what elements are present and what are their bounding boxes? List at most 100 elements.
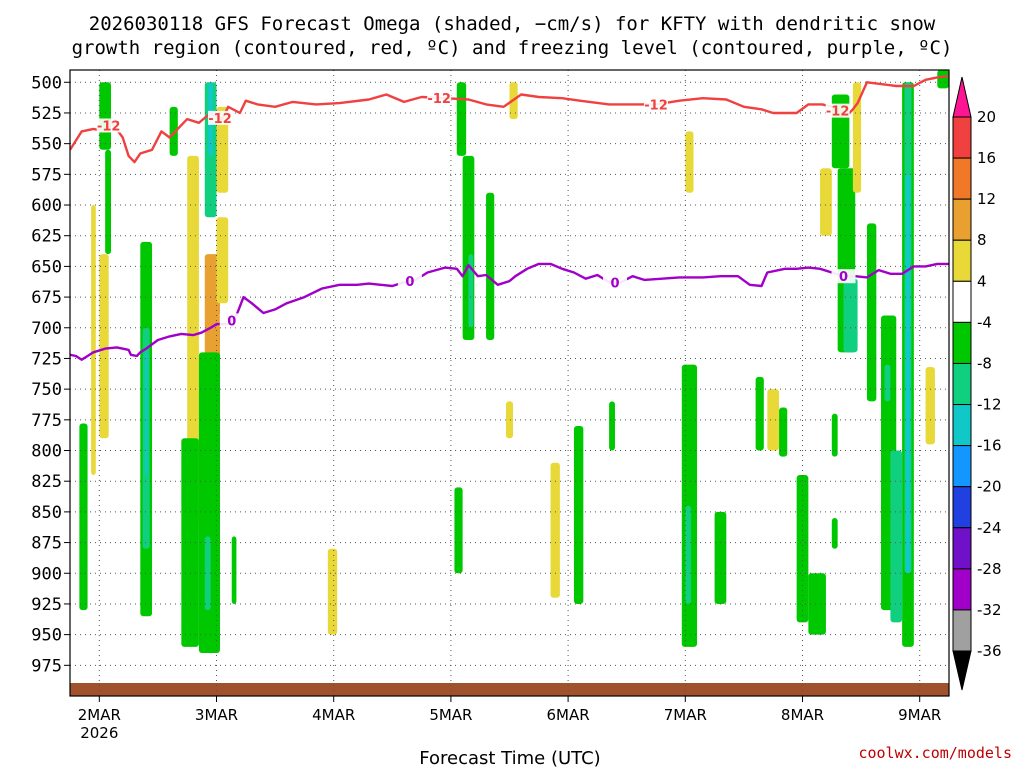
y-tick-label: 525 <box>31 104 62 124</box>
contour-lines <box>70 74 949 361</box>
colorbar-bin <box>952 198 972 241</box>
y-tick-label: 550 <box>31 135 62 155</box>
contour-label: -12 <box>97 119 121 134</box>
omega-cell <box>99 82 112 150</box>
omega-cell <box>505 401 514 439</box>
omega-cell <box>468 254 474 328</box>
y-tick-label: 975 <box>31 656 62 676</box>
omega-cell <box>685 505 692 604</box>
colorbar-tick-label: 8 <box>977 231 987 249</box>
colorbar-bin <box>952 568 972 611</box>
y-tick-label: 725 <box>31 349 62 369</box>
y-tick-label: 825 <box>31 472 62 492</box>
contour-labels: -12 -12 -12 -12 -12 0 0 0 0 <box>96 90 856 329</box>
contour-label-bg <box>831 269 856 284</box>
colorbar-tick-label: -32 <box>977 601 1002 619</box>
contour-label: 0 <box>610 276 619 291</box>
plot-frame <box>69 69 950 697</box>
colorbar-tick-label: -16 <box>977 437 1002 455</box>
omega-cell <box>550 462 560 598</box>
colorbar: 20 16 12 8 4 -4 -8 -12 -16 -20 -24 -28 -32 -36 <box>952 76 1002 691</box>
omega-cell <box>204 254 221 365</box>
y-tick-label: 775 <box>31 411 62 431</box>
y-tick-label: 750 <box>31 380 62 400</box>
omega-cell <box>808 573 826 635</box>
x-tick-label: 6MAR <box>547 706 590 724</box>
omega-cell <box>925 367 935 445</box>
y-axis-ticks: 500 525 550 575 600 625 650 675 700 725 750 775 800 8… <box>31 73 70 676</box>
y-tick-label: 850 <box>31 503 62 523</box>
colorbar-tick-label: 4 <box>977 272 987 290</box>
contour-label-bg <box>602 275 627 290</box>
omega-cell <box>843 278 858 353</box>
omega-cell <box>890 450 903 623</box>
omega-cell <box>187 155 199 525</box>
colorbar-bin <box>952 609 972 652</box>
contour-label-bg <box>96 118 121 133</box>
omega-cell <box>905 174 911 574</box>
omega-cell <box>714 511 727 604</box>
omega-cell <box>866 223 877 402</box>
x-tick-label: 2MAR <box>78 706 121 724</box>
contour-label-bg <box>219 313 244 328</box>
omega-cell <box>216 217 229 304</box>
colorbar-bin <box>952 321 972 364</box>
omega-cell <box>327 548 338 635</box>
contour-label: -12 <box>208 112 232 127</box>
y-tick-label: 875 <box>31 534 62 554</box>
omega-cell <box>831 413 838 457</box>
x-tick-sublabel: 2026 <box>80 724 118 742</box>
omega-cell <box>198 352 221 654</box>
omega-cell <box>884 364 891 402</box>
colorbar-bin <box>952 157 972 200</box>
y-tick-label: 575 <box>31 165 62 185</box>
contour-line <box>70 262 949 361</box>
chart-title-line-1: 2026030118 GFS Forecast Omega (shaded, −… <box>89 13 936 35</box>
colorbar-bin <box>952 404 972 447</box>
y-tick-label: 500 <box>31 73 62 93</box>
omega-cell <box>79 423 88 611</box>
x-axis-label: Forecast Time (UTC) <box>419 748 600 768</box>
omega-cell <box>852 82 862 193</box>
omega-cell <box>681 364 698 647</box>
y-tick-label: 700 <box>31 319 62 339</box>
contour-label: -12 <box>826 105 850 120</box>
omega-cell <box>99 254 109 439</box>
x-tick-label: 9MAR <box>898 706 941 724</box>
colorbar-bin <box>952 362 972 406</box>
omega-cell <box>767 389 780 451</box>
y-tick-label: 950 <box>31 626 62 646</box>
chart-title-line-2: growth region (contoured, red, ºC) and f… <box>72 37 953 59</box>
omega-cell <box>609 401 615 451</box>
y-tick-label: 625 <box>31 227 62 247</box>
omega-cell <box>456 82 467 156</box>
contour-label: -12 <box>644 98 668 113</box>
omega-cell <box>216 106 229 193</box>
colorbar-tick-label: -28 <box>977 560 1002 578</box>
x-tick-label: 4MAR <box>312 706 355 724</box>
omega-cell <box>145 352 148 476</box>
y-tick-label: 800 <box>31 442 62 462</box>
x-tick-label: 3MAR <box>195 706 238 724</box>
y-tick-label: 900 <box>31 564 62 584</box>
colorbar-tick-label: 12 <box>977 190 996 208</box>
omega-cell <box>573 425 584 604</box>
x-tick-label: 8MAR <box>781 706 824 724</box>
contour-label-bg <box>208 110 233 125</box>
colorbar-bin <box>952 280 972 323</box>
ground-surface <box>70 683 949 696</box>
contour-label-bg <box>825 103 850 118</box>
colorbar-bin <box>952 527 972 570</box>
omega-cell <box>779 407 788 457</box>
contour-label: 0 <box>405 275 414 290</box>
omega-cell <box>685 131 694 193</box>
omega-cell <box>454 487 463 574</box>
omega-shading <box>79 70 949 654</box>
colorbar-tick-label: -4 <box>977 313 992 331</box>
credit-text: coolwx.com/models <box>858 744 1012 762</box>
y-tick-label: 600 <box>31 196 62 216</box>
contour-label: 0 <box>839 270 848 285</box>
x-tick-label: 5MAR <box>429 706 472 724</box>
omega-cell <box>820 168 832 236</box>
